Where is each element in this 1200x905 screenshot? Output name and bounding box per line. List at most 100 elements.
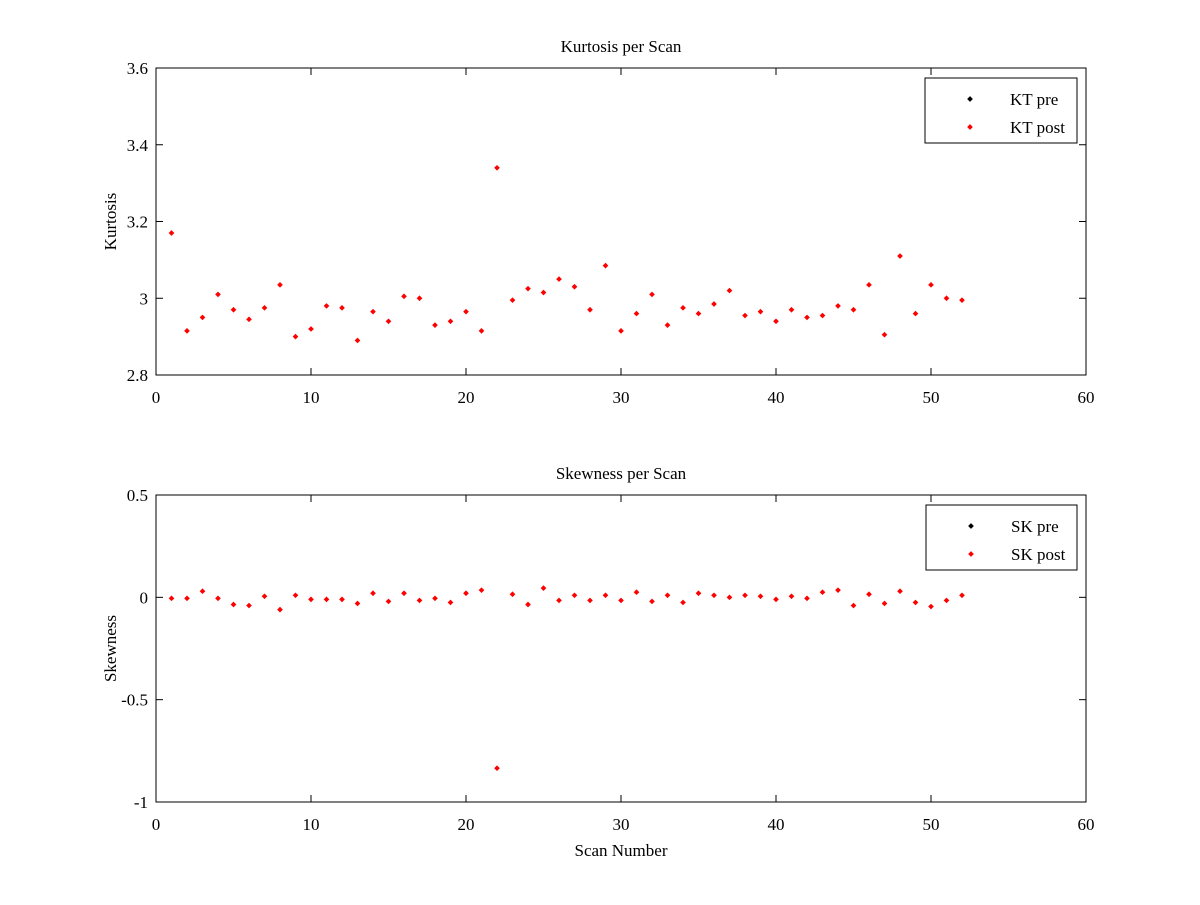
data-point bbox=[866, 591, 872, 598]
data-point bbox=[664, 322, 671, 328]
data-point bbox=[277, 606, 283, 613]
legend-frame bbox=[924, 77, 1078, 144]
data-point bbox=[261, 593, 268, 600]
data-point bbox=[711, 301, 717, 307]
data-point bbox=[819, 589, 826, 596]
y-tick-label: 0 bbox=[140, 588, 149, 607]
data-point bbox=[509, 591, 516, 598]
data-point bbox=[184, 328, 190, 334]
data-point bbox=[943, 295, 950, 302]
data-point bbox=[540, 289, 547, 296]
legend-marker bbox=[968, 523, 974, 529]
x-tick-label: 40 bbox=[768, 388, 785, 407]
data-point bbox=[168, 230, 175, 236]
chart-title: Kurtosis per Scan bbox=[561, 37, 682, 56]
data-point bbox=[540, 585, 547, 591]
data-point bbox=[602, 262, 609, 269]
y-tick-label: 2.8 bbox=[127, 366, 148, 385]
data-point bbox=[587, 597, 593, 604]
data-point bbox=[928, 603, 934, 610]
x-tick-label: 20 bbox=[458, 388, 475, 407]
data-point bbox=[912, 599, 919, 606]
chart-panel-skewness: Skewness per Scan 0 10 20 30 40 50 60 -1 -0.5 0 0.5… bbox=[101, 464, 1095, 860]
data-point bbox=[835, 587, 841, 593]
x-tick-label: 20 bbox=[458, 815, 475, 834]
data-point bbox=[323, 303, 330, 309]
data-point bbox=[385, 318, 392, 325]
data-point bbox=[866, 281, 872, 288]
data-point bbox=[432, 595, 438, 602]
data-point bbox=[261, 305, 268, 311]
data-point bbox=[370, 590, 376, 597]
data-point bbox=[447, 599, 454, 606]
data-point bbox=[897, 588, 903, 595]
data-point bbox=[804, 595, 810, 602]
x-tick-label: 50 bbox=[923, 388, 940, 407]
x-tick-label: 30 bbox=[613, 388, 630, 407]
data-point bbox=[742, 592, 748, 599]
data-point bbox=[323, 596, 330, 603]
data-point bbox=[897, 253, 903, 259]
data-point bbox=[339, 596, 345, 603]
legend-entry-label: SK pre bbox=[1011, 517, 1059, 536]
y-tick-label: 3 bbox=[140, 289, 149, 308]
chart-panel-kurtosis: Kurtosis per Scan 0 10 20 30 40 50 60 2.8 3 3.2 3.4… bbox=[101, 37, 1095, 407]
x-axis-label: Scan Number bbox=[574, 841, 667, 860]
y-tick-label: -1 bbox=[134, 793, 148, 812]
data-point bbox=[308, 326, 314, 332]
data-point bbox=[680, 305, 686, 311]
data-point bbox=[695, 310, 702, 317]
data-point bbox=[850, 602, 857, 609]
data-point bbox=[354, 600, 361, 607]
data-point bbox=[168, 595, 175, 602]
data-point bbox=[370, 308, 376, 315]
data-point bbox=[726, 287, 733, 294]
data-point bbox=[525, 601, 531, 608]
data-point bbox=[556, 276, 562, 282]
data-point bbox=[184, 595, 190, 602]
legend-marker bbox=[967, 96, 973, 102]
data-point bbox=[587, 306, 593, 313]
data-point bbox=[525, 285, 531, 292]
data-point bbox=[742, 312, 748, 319]
y-axis-label: Skewness bbox=[101, 615, 120, 682]
series-post bbox=[168, 585, 965, 772]
data-point bbox=[881, 331, 888, 338]
data-point bbox=[943, 597, 950, 604]
x-tick-label: 40 bbox=[768, 815, 785, 834]
data-point bbox=[912, 310, 919, 317]
data-point bbox=[478, 328, 485, 334]
y-tick-label: -0.5 bbox=[121, 691, 148, 710]
data-point bbox=[277, 281, 283, 288]
x-tick-label: 0 bbox=[152, 815, 161, 834]
x-tick-label: 60 bbox=[1078, 388, 1095, 407]
y-tick-label: 3.6 bbox=[127, 59, 148, 78]
data-point bbox=[199, 588, 206, 595]
data-point bbox=[571, 283, 578, 290]
data-point bbox=[494, 765, 500, 772]
data-point bbox=[757, 593, 764, 600]
data-point bbox=[788, 593, 795, 600]
y-tick-label: 3.2 bbox=[127, 213, 148, 232]
legend-entry-label: KT pre bbox=[1010, 90, 1058, 109]
data-point bbox=[881, 600, 888, 607]
data-point bbox=[463, 308, 469, 315]
data-point bbox=[401, 590, 407, 597]
data-point bbox=[680, 599, 686, 606]
data-point bbox=[602, 592, 609, 599]
data-point bbox=[401, 293, 407, 300]
data-point bbox=[556, 597, 562, 604]
data-point bbox=[788, 306, 795, 313]
series-post bbox=[168, 164, 965, 344]
data-point bbox=[695, 590, 702, 597]
x-tick-label: 10 bbox=[303, 388, 320, 407]
data-point bbox=[292, 592, 299, 599]
y-tick-label: 0.5 bbox=[127, 486, 148, 505]
data-point bbox=[959, 592, 965, 599]
data-point bbox=[494, 164, 500, 171]
x-tick-label: 30 bbox=[613, 815, 630, 834]
legend: SK pre SK post bbox=[925, 504, 1078, 571]
data-point bbox=[959, 297, 965, 303]
legend-marker bbox=[967, 124, 973, 130]
